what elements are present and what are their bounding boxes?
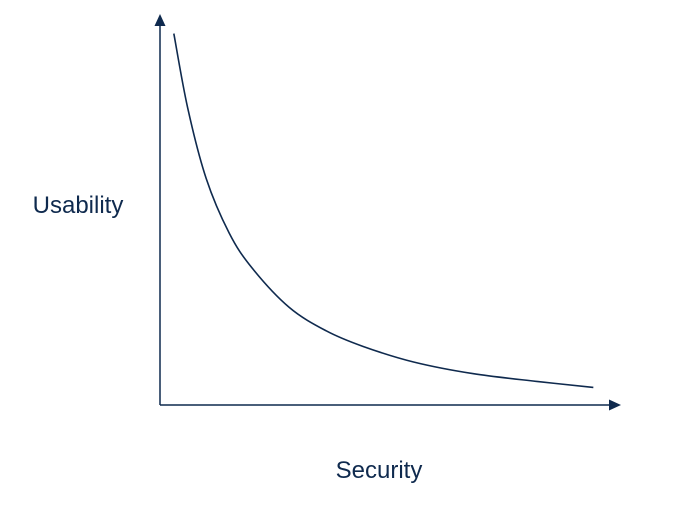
y-axis-arrowhead bbox=[154, 14, 166, 26]
x-axis-label: Security bbox=[336, 457, 423, 484]
series-line bbox=[173, 33, 594, 389]
x-axis-arrowhead bbox=[609, 399, 621, 411]
y-axis-label: Usability bbox=[33, 192, 124, 219]
